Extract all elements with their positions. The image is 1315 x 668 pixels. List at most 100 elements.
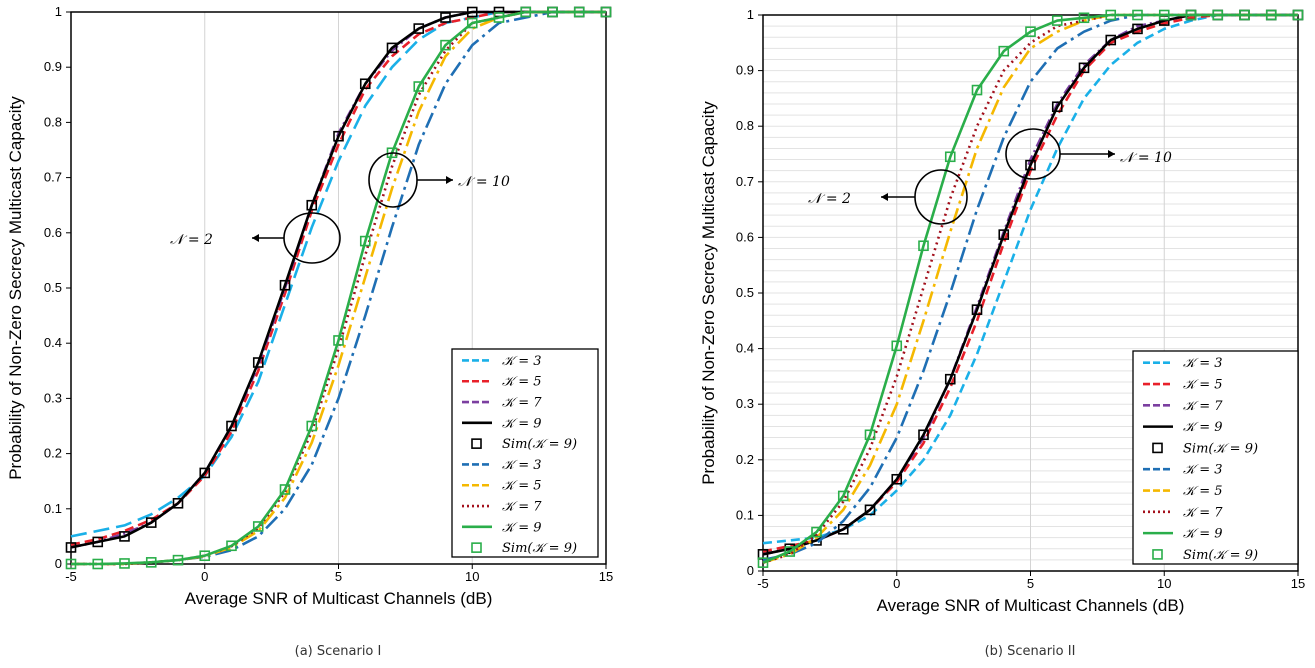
legend-box bbox=[451, 348, 599, 558]
y-tick-label: 0 bbox=[55, 556, 62, 571]
annotation-arrow-head bbox=[446, 176, 453, 184]
y-tick-label: 0.5 bbox=[44, 280, 62, 295]
y-tick-label: 0.4 bbox=[44, 335, 62, 350]
data-point-marker bbox=[1105, 34, 1117, 46]
data-point-marker bbox=[306, 420, 318, 432]
y-tick-label: 0.4 bbox=[736, 341, 754, 356]
data-point-marker bbox=[1132, 23, 1143, 35]
legend-entry-label: 𝒦 = 3 bbox=[502, 458, 542, 473]
data-point-marker bbox=[1212, 9, 1224, 21]
series-markers-9 bbox=[65, 6, 612, 570]
legend-swatch-marker bbox=[471, 438, 482, 449]
data-point-marker bbox=[1185, 9, 1197, 21]
annotation-arrow-head bbox=[881, 193, 888, 201]
series-line-8 bbox=[71, 10, 606, 566]
legend-entry-label: 𝒦 = 5 bbox=[1183, 484, 1223, 499]
data-point-marker bbox=[279, 279, 291, 291]
data-point-marker bbox=[1265, 9, 1277, 21]
legend-swatch-marker bbox=[471, 542, 482, 553]
legend-entry-label: 𝒦 = 5 bbox=[502, 375, 542, 390]
data-point-marker bbox=[998, 45, 1010, 57]
data-point-marker bbox=[333, 335, 344, 346]
data-point-marker bbox=[944, 373, 956, 385]
data-point-marker bbox=[891, 473, 903, 485]
data-point-marker bbox=[1051, 101, 1063, 113]
legend-swatch-marker bbox=[1152, 442, 1163, 454]
legend-entry-label: 𝒦 = 9 bbox=[502, 416, 542, 431]
data-point-marker bbox=[119, 558, 130, 569]
data-point-marker bbox=[252, 521, 264, 532]
x-tick-label: 5 bbox=[1027, 576, 1034, 591]
y-axis-label: Probability of Non-Zero Secrecy Multicas… bbox=[6, 96, 25, 480]
x-axis-label: Average SNR of Multicast Channels (dB) bbox=[185, 589, 493, 608]
data-point-marker bbox=[757, 557, 769, 568]
data-point-marker bbox=[600, 6, 612, 18]
data-point-marker bbox=[199, 467, 211, 479]
annotation-label: 𝒩 = 2 bbox=[808, 191, 851, 207]
legend-entry-label: 𝒦 = 7 bbox=[502, 500, 542, 515]
data-point-marker bbox=[145, 517, 157, 528]
data-point-marker bbox=[864, 429, 876, 441]
data-point-marker bbox=[92, 536, 104, 548]
data-point-marker bbox=[413, 23, 425, 34]
data-point-marker bbox=[573, 6, 585, 18]
data-point-marker bbox=[918, 240, 929, 252]
data-point-marker bbox=[837, 490, 849, 502]
legend-swatch-marker bbox=[1152, 549, 1163, 560]
y-tick-label: 1 bbox=[747, 7, 754, 22]
data-point-marker bbox=[998, 229, 1010, 240]
x-tick-label: 15 bbox=[1291, 576, 1305, 591]
data-point-marker bbox=[466, 6, 478, 18]
chart-panel-a: 00.10.20.30.40.50.60.70.80.91-5 0 5 10 15Ave… bbox=[6, 4, 613, 659]
y-tick-label: 0.9 bbox=[44, 59, 62, 74]
data-point-marker bbox=[547, 6, 558, 18]
y-tick-label: 0.6 bbox=[736, 229, 754, 244]
data-point-marker bbox=[1158, 9, 1170, 21]
data-point-marker bbox=[971, 304, 983, 315]
series-line-0 bbox=[762, 13, 1298, 545]
data-point-marker bbox=[252, 357, 264, 368]
y-tick-label: 0.2 bbox=[736, 452, 754, 467]
legend-entry-label: 𝒦 = 9 bbox=[1183, 420, 1223, 435]
data-point-marker bbox=[811, 526, 822, 538]
legend-entry-label: Sim(𝒦 = 9) bbox=[502, 541, 577, 556]
legend-entry-label: 𝒦 = 3 bbox=[1183, 356, 1223, 371]
y-tick-label: 1 bbox=[55, 4, 62, 19]
data-point-marker bbox=[864, 504, 876, 516]
y-tick-label: 0.8 bbox=[44, 114, 62, 129]
legend-entry-label: 𝒦 = 9 bbox=[1183, 527, 1223, 542]
data-point-marker bbox=[226, 540, 237, 552]
data-point-marker bbox=[837, 523, 849, 535]
x-tick-label: -5 bbox=[757, 576, 769, 591]
legend-entry-label: 𝒦 = 3 bbox=[1183, 463, 1223, 478]
legend-entry-label: Sim(𝒦 = 9) bbox=[1183, 441, 1258, 456]
legend-entry-label: 𝒦 = 7 bbox=[502, 396, 542, 411]
y-tick-label: 0.8 bbox=[736, 118, 754, 133]
y-tick-label: 0.5 bbox=[736, 285, 754, 300]
series-markers-9 bbox=[757, 9, 1304, 568]
data-point-marker bbox=[92, 558, 104, 570]
series-line-8 bbox=[762, 13, 1298, 564]
data-point-marker bbox=[65, 558, 77, 570]
y-tick-label: 0 bbox=[747, 563, 754, 578]
y-axis-label: Probability of Non-Zero Secrecy Multicas… bbox=[699, 101, 718, 485]
chart-panel-b: 00.10.20.30.40.50.60.70.80.91-5 0 5 10 15Ave… bbox=[699, 7, 1305, 659]
legend-entry-label: 𝒦 = 3 bbox=[502, 354, 542, 369]
data-point-marker bbox=[359, 235, 371, 247]
legend: 𝒦 = 3 𝒦 = 5 𝒦 = 7 𝒦 = 9 Sim(𝒦 = 9) 𝒦 = 3 𝒦 = 5… bbox=[1132, 350, 1299, 565]
data-point-marker bbox=[172, 554, 184, 566]
x-axis-label: Average SNR of Multicast Channels (dB) bbox=[877, 596, 1185, 615]
x-tick-label: 0 bbox=[201, 569, 208, 584]
data-point-marker bbox=[944, 151, 956, 163]
y-tick-label: 0.3 bbox=[44, 390, 62, 405]
annotation-ellipse bbox=[914, 169, 968, 225]
figure-caption: (b) Scenario II bbox=[985, 644, 1076, 659]
data-point-marker bbox=[520, 6, 532, 18]
annotation-ellipse bbox=[283, 212, 341, 264]
y-tick-label: 0.9 bbox=[736, 63, 754, 78]
legend-entry-label: Sim(𝒦 = 9) bbox=[502, 437, 577, 452]
data-point-marker bbox=[971, 84, 983, 96]
annotation-arrow-head bbox=[1108, 150, 1115, 158]
data-point-marker bbox=[1239, 9, 1250, 21]
y-tick-label: 0.1 bbox=[44, 501, 62, 516]
